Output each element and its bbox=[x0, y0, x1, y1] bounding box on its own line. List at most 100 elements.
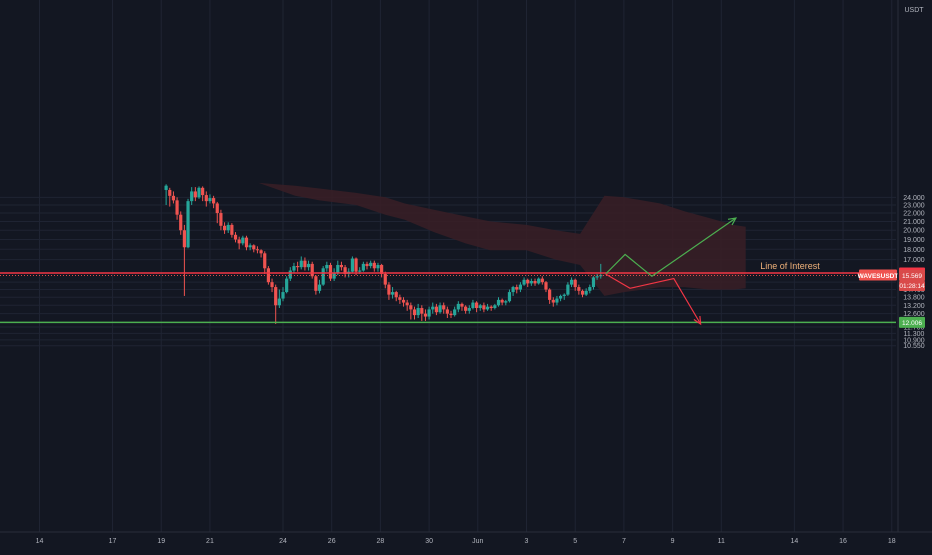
candle-body bbox=[168, 189, 172, 196]
candle-body bbox=[482, 305, 486, 310]
candle-body bbox=[255, 249, 260, 251]
y-tick-label: 10.550 bbox=[903, 343, 925, 350]
candle bbox=[387, 282, 391, 300]
candle bbox=[485, 303, 490, 311]
x-tick-label: 17 bbox=[109, 538, 117, 545]
x-tick-label: 5 bbox=[573, 538, 577, 545]
candle bbox=[566, 282, 570, 296]
candle bbox=[555, 295, 559, 306]
candle bbox=[595, 273, 599, 280]
time-axis[interactable] bbox=[0, 532, 932, 550]
bear-arrow-head bbox=[693, 315, 702, 326]
candle bbox=[314, 275, 318, 295]
y-tick-label: 21.000 bbox=[903, 219, 925, 226]
x-tick-label: 16 bbox=[839, 538, 847, 545]
candle-body bbox=[496, 299, 501, 306]
candle-body bbox=[310, 263, 314, 277]
bull-projection-path[interactable] bbox=[605, 217, 737, 278]
candle bbox=[540, 276, 544, 285]
y-tick-label: 13.800 bbox=[903, 295, 925, 302]
currency-label: USDT bbox=[904, 7, 924, 14]
candle-body bbox=[248, 245, 252, 248]
y-tick-label: 23.000 bbox=[903, 203, 925, 210]
candle bbox=[529, 278, 533, 286]
candle bbox=[361, 261, 365, 272]
candle-body bbox=[266, 268, 270, 283]
x-tick-label: 18 bbox=[888, 538, 896, 545]
candle bbox=[507, 289, 512, 303]
candle-body bbox=[336, 264, 340, 273]
x-tick-label: 3 bbox=[525, 538, 529, 545]
candle bbox=[434, 303, 439, 316]
candle-body bbox=[215, 203, 219, 214]
candle bbox=[277, 289, 281, 309]
bear-projection-path[interactable] bbox=[605, 273, 702, 325]
candle bbox=[317, 279, 322, 294]
candle bbox=[193, 187, 197, 202]
candle bbox=[296, 261, 300, 272]
candle bbox=[478, 303, 482, 311]
candle-body bbox=[464, 306, 468, 311]
candle bbox=[274, 284, 278, 324]
candle bbox=[241, 235, 245, 246]
candle-body bbox=[551, 299, 555, 303]
candle-body bbox=[277, 298, 281, 306]
candle bbox=[500, 298, 504, 306]
candle-body bbox=[241, 237, 245, 244]
candle-body bbox=[555, 298, 559, 303]
candle-body bbox=[434, 306, 439, 313]
candle bbox=[460, 302, 464, 311]
support-price-tag-text: 12.006 bbox=[902, 320, 922, 327]
candle-body bbox=[212, 198, 216, 204]
candle-body bbox=[540, 278, 544, 283]
candle-body bbox=[489, 306, 493, 309]
candle-body bbox=[584, 290, 588, 295]
candle-body bbox=[306, 263, 311, 268]
candle-body bbox=[398, 297, 402, 300]
candle bbox=[222, 222, 227, 234]
candle-body bbox=[548, 289, 552, 300]
candle-body bbox=[412, 309, 417, 316]
candle-body bbox=[390, 292, 395, 295]
candle-body bbox=[544, 282, 548, 290]
candle-body bbox=[288, 270, 292, 279]
candle-body bbox=[591, 277, 596, 288]
candle bbox=[325, 261, 329, 272]
candle bbox=[591, 276, 596, 290]
candle bbox=[533, 278, 537, 286]
current-price-tag-countdown-text: 01:28:14 bbox=[899, 283, 925, 290]
candle bbox=[204, 191, 208, 207]
candle-body bbox=[292, 266, 296, 271]
candle-body bbox=[233, 234, 238, 240]
candle bbox=[584, 288, 588, 296]
candle-body bbox=[438, 305, 442, 313]
candle bbox=[281, 287, 285, 302]
candle-body bbox=[230, 224, 234, 235]
candle bbox=[577, 284, 581, 295]
candle-body bbox=[474, 302, 479, 309]
candle-body bbox=[431, 306, 435, 310]
x-tick-label: 24 bbox=[279, 538, 287, 545]
candle-body bbox=[350, 258, 354, 272]
candle-body bbox=[332, 272, 336, 279]
candle-body bbox=[328, 264, 333, 279]
candle bbox=[431, 302, 435, 314]
candle-body bbox=[274, 287, 278, 306]
candle-body bbox=[456, 303, 460, 310]
candle-body bbox=[343, 267, 347, 274]
candle bbox=[164, 184, 168, 206]
candle bbox=[270, 278, 274, 293]
candle-body bbox=[533, 280, 537, 284]
candle-body bbox=[569, 279, 574, 285]
candle bbox=[219, 209, 223, 231]
x-tick-label: 7 bbox=[622, 538, 626, 545]
candle-body bbox=[405, 302, 409, 306]
candle bbox=[292, 262, 296, 273]
candle-body bbox=[416, 308, 420, 316]
y-tick-label: 10.900 bbox=[903, 337, 925, 344]
candle bbox=[390, 287, 395, 299]
candle-body bbox=[518, 284, 523, 290]
candle bbox=[255, 246, 260, 254]
